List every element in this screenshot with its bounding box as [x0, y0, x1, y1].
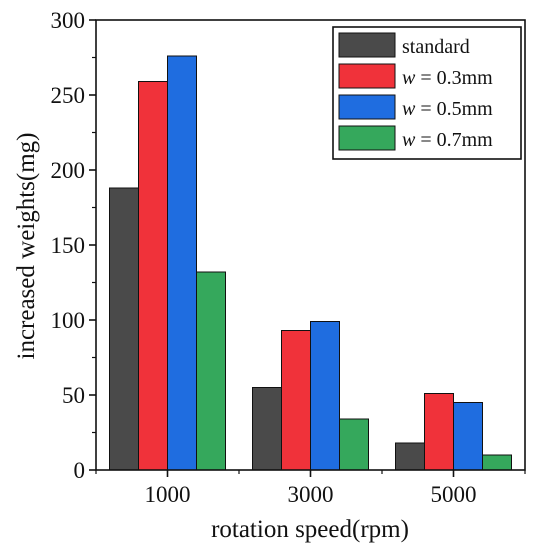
axes-layer: 0 50 100 150 200 250 300 1000 3000 5000 — [51, 8, 526, 507]
x-tick-label-1000: 1000 — [145, 482, 191, 507]
legend-label: w = 0.7mm — [402, 129, 493, 151]
legend-label: w = 0.5mm — [402, 98, 493, 120]
y-tick-label: 300 — [51, 8, 86, 33]
bar-1-5000 — [395, 442, 425, 471]
y-tick-label: 150 — [51, 233, 86, 258]
y-axis-title: increased weights(mg) — [13, 132, 40, 359]
bar-4-3000 — [339, 418, 369, 471]
legend-swatch — [338, 125, 396, 151]
legend-label: w = 0.3mm — [402, 67, 493, 89]
legend-swatch — [338, 94, 396, 120]
x-axis-title: rotation speed(rpm) — [211, 516, 409, 543]
bar-1-1000 — [109, 187, 139, 471]
bar-2-3000 — [281, 330, 311, 471]
bar-4-1000 — [196, 271, 226, 471]
bar-1-3000 — [252, 387, 282, 471]
bar-3-3000 — [310, 321, 340, 471]
legend-label: standard — [402, 36, 470, 58]
bar-4-5000 — [482, 454, 512, 471]
bar-3-1000 — [167, 55, 197, 471]
bar-2-1000 — [138, 81, 168, 471]
x-tick-label-5000: 5000 — [431, 482, 477, 507]
legend-swatch — [338, 32, 396, 58]
legend-swatch — [338, 63, 396, 89]
bars-layer — [109, 55, 512, 471]
y-tick-label: 200 — [51, 158, 86, 183]
y-tick-label: 100 — [51, 308, 86, 333]
bar-3-5000 — [453, 402, 483, 471]
y-tick-label: 50 — [62, 383, 85, 408]
legend: standard w = 0.3mm w = 0.5mm w = 0.7mm — [332, 26, 522, 160]
bar-2-5000 — [424, 393, 454, 471]
y-tick-label: 250 — [51, 83, 86, 108]
y-tick-label: 0 — [74, 458, 86, 483]
x-tick-label-3000: 3000 — [288, 482, 334, 507]
